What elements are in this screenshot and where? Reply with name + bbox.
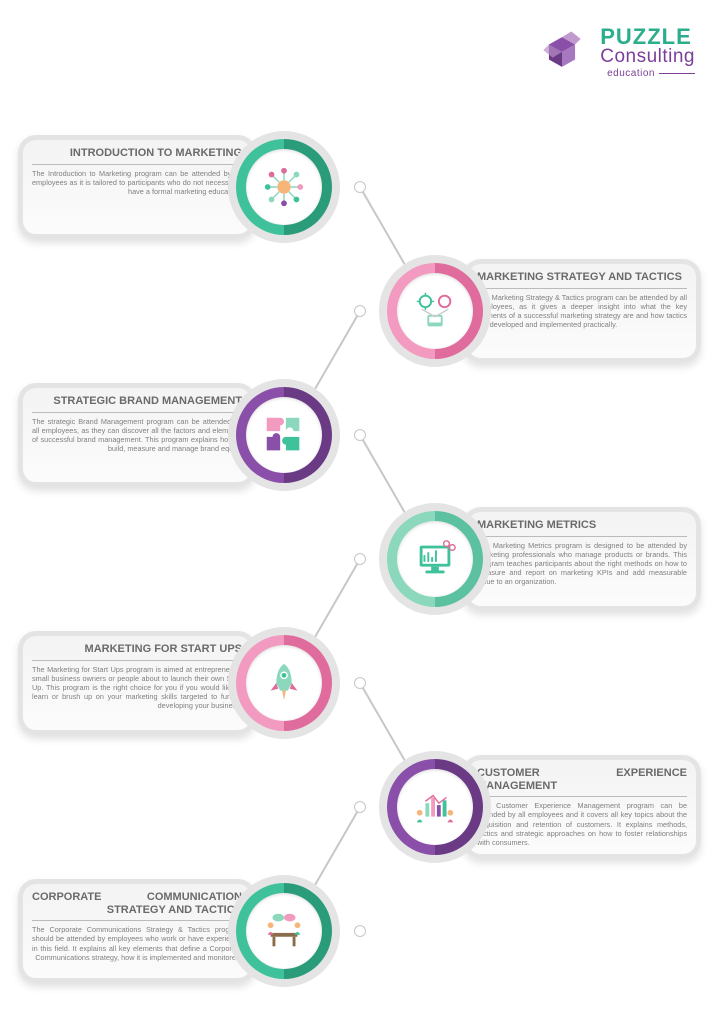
program-row: MARKETING METRICS The Marketing Metrics p… bbox=[0, 507, 719, 631]
magnify-icon bbox=[412, 288, 458, 334]
program-title: CORPORATE COMMUNICATION STRATEGY AND TAC… bbox=[32, 891, 242, 921]
puzzle-icon bbox=[261, 412, 307, 458]
meeting-icon bbox=[261, 908, 307, 954]
program-icon-ring bbox=[228, 131, 340, 243]
program-description: The strategic Brand Management program c… bbox=[32, 417, 242, 453]
program-row: CUSTOMER EXPERIENCE MANAGEMENT The Custom… bbox=[0, 755, 719, 879]
logo-line-3: education bbox=[600, 69, 695, 79]
connector-node bbox=[354, 429, 366, 441]
program-description: The Introduction to Marketing program ca… bbox=[32, 169, 242, 196]
program-title: INTRODUCTION TO MARKETING bbox=[32, 147, 242, 165]
connector-node bbox=[354, 553, 366, 565]
program-icon-ring bbox=[379, 503, 491, 615]
program-card: STRATEGIC BRAND MANAGEMENT The strategic … bbox=[18, 383, 256, 487]
program-card: MARKETING STRATEGY AND TACTICS The Market… bbox=[463, 259, 701, 363]
program-card: MARKETING FOR START UPS The Marketing for… bbox=[18, 631, 256, 735]
program-card: INTRODUCTION TO MARKETING The Introductio… bbox=[18, 135, 256, 239]
program-description: The Marketing for Start Ups program is a… bbox=[32, 665, 242, 711]
program-title: MARKETING FOR START UPS bbox=[32, 643, 242, 661]
program-card: CORPORATE COMMUNICATION STRATEGY AND TAC… bbox=[18, 879, 256, 983]
program-icon-ring bbox=[379, 751, 491, 863]
connector-node bbox=[354, 677, 366, 689]
program-row: CORPORATE COMMUNICATION STRATEGY AND TAC… bbox=[0, 879, 719, 1003]
brand-logo: PUZZLE Consulting education bbox=[534, 24, 695, 80]
program-row: STRATEGIC BRAND MANAGEMENT The strategic … bbox=[0, 383, 719, 507]
program-row: INTRODUCTION TO MARKETING The Introductio… bbox=[0, 135, 719, 259]
connector-node bbox=[354, 925, 366, 937]
program-row: MARKETING STRATEGY AND TACTICS The Market… bbox=[0, 259, 719, 383]
rocket-icon bbox=[261, 660, 307, 706]
chart-screen-icon bbox=[412, 536, 458, 582]
puzzle-logo-icon bbox=[534, 24, 590, 80]
logo-line-2: Consulting bbox=[600, 47, 695, 66]
program-description: The Customer Experience Management progr… bbox=[477, 801, 687, 847]
network-icon bbox=[261, 164, 307, 210]
program-title: MARKETING METRICS bbox=[477, 519, 687, 537]
people-chart-icon bbox=[412, 784, 458, 830]
program-row: MARKETING FOR START UPS The Marketing for… bbox=[0, 631, 719, 755]
program-description: The Marketing Strategy & Tactics program… bbox=[477, 293, 687, 329]
connector-node bbox=[354, 305, 366, 317]
logo-line-1: PUZZLE bbox=[600, 26, 695, 48]
program-icon-ring bbox=[379, 255, 491, 367]
program-title: CUSTOMER EXPERIENCE MANAGEMENT bbox=[477, 767, 687, 797]
connector-node bbox=[354, 801, 366, 813]
program-card: MARKETING METRICS The Marketing Metrics p… bbox=[463, 507, 701, 611]
program-icon-ring bbox=[228, 379, 340, 491]
program-title: MARKETING STRATEGY AND TACTICS bbox=[477, 271, 687, 289]
program-list: INTRODUCTION TO MARKETING The Introductio… bbox=[0, 135, 719, 1003]
program-description: The Corporate Communications Strategy & … bbox=[32, 925, 242, 961]
program-title: STRATEGIC BRAND MANAGEMENT bbox=[32, 395, 242, 413]
program-card: CUSTOMER EXPERIENCE MANAGEMENT The Custom… bbox=[463, 755, 701, 859]
program-description: The Marketing Metrics program is designe… bbox=[477, 541, 687, 587]
program-icon-ring bbox=[228, 875, 340, 987]
program-icon-ring bbox=[228, 627, 340, 739]
connector-node bbox=[354, 181, 366, 193]
